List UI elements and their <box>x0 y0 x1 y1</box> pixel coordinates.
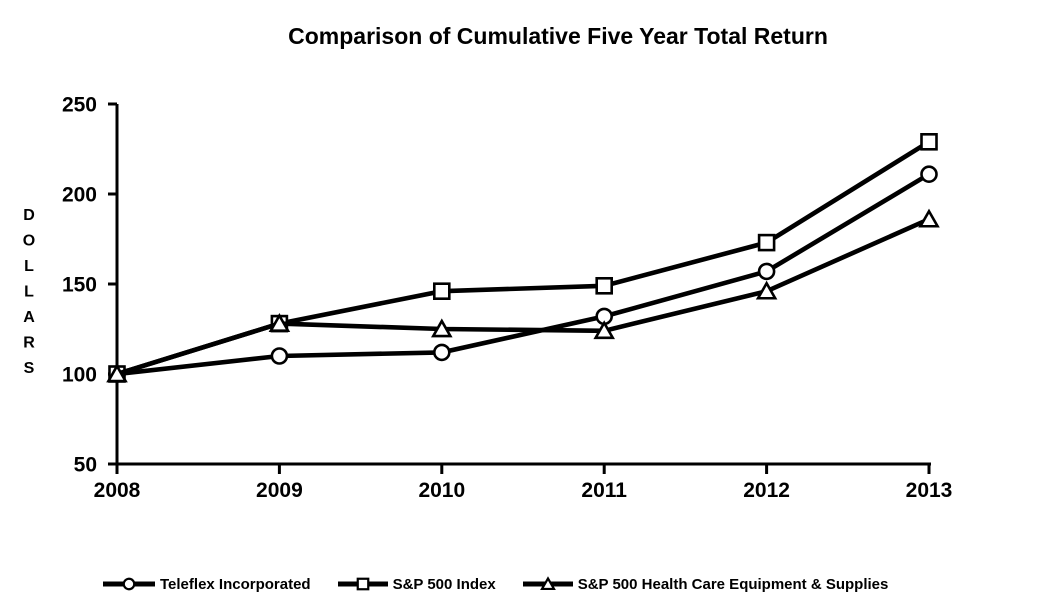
legend-key-square-icon <box>337 577 388 591</box>
x-tick-label: 2008 <box>94 479 141 502</box>
y-axis-title-letter: L <box>24 258 34 275</box>
y-axis-title-letter: S <box>24 360 35 377</box>
marker-circle <box>270 347 289 365</box>
marker-triangle <box>593 320 615 340</box>
axes <box>109 102 931 466</box>
x-tick-label: 2011 <box>581 479 627 502</box>
series-line-triangle <box>116 217 930 377</box>
marker-circle <box>432 343 451 362</box>
marker-triangle <box>918 208 940 228</box>
marker-triangle <box>106 363 128 383</box>
marker-triangle <box>431 318 453 338</box>
y-axis-title-letter: D <box>23 207 35 224</box>
chart-title: Comparison of Cumulative Five Year Total… <box>288 23 828 49</box>
marker-square <box>757 233 776 252</box>
legend-item-teleflex: Teleflex Incorporated <box>103 576 311 593</box>
x-tick-label: 2010 <box>418 479 465 502</box>
y-axis-title-letter: O <box>23 233 35 250</box>
marker-square <box>356 577 369 591</box>
series-line-square <box>116 139 931 377</box>
y-tick-label: 50 <box>74 454 97 477</box>
legend-key-triangle-icon <box>522 576 573 591</box>
marker-square <box>595 276 614 295</box>
y-tick-label: 250 <box>62 94 97 117</box>
y-axis-title-letter: R <box>23 335 35 352</box>
marker-circle <box>122 577 136 591</box>
x-tick-label: 2013 <box>906 479 953 502</box>
x-tick-label: 2009 <box>256 479 303 502</box>
marker-circle <box>920 165 938 183</box>
y-tick-label: 100 <box>62 364 97 387</box>
legend-label: S&P 500 Index <box>392 575 496 593</box>
y-tick-label: 200 <box>62 184 97 207</box>
legend-item-sp500: S&P 500 Index <box>337 575 496 593</box>
marker-triangle <box>268 313 291 332</box>
legend-label: S&P 500 Health Care Equipment & Supplies <box>577 575 889 593</box>
legend-key-circle-icon <box>103 577 155 591</box>
legend-label: Teleflex Incorporated <box>160 575 311 593</box>
series-line-circle <box>116 172 931 377</box>
y-axis-title-letter: A <box>23 309 35 326</box>
marker-circle <box>757 262 776 281</box>
marker-triangle <box>539 576 556 591</box>
marker-square <box>432 282 451 301</box>
y-tick-label: 150 <box>62 274 97 297</box>
chart-legend: Teleflex Incorporated S&P 500 Index S&P … <box>103 573 888 595</box>
legend-item-sp500-healthcare: S&P 500 Health Care Equipment & Supplies <box>522 575 889 593</box>
marker-square <box>920 133 938 151</box>
y-axis-title-letter: L <box>24 284 34 301</box>
x-tick-label: 2012 <box>743 479 790 502</box>
marker-triangle <box>755 280 778 300</box>
